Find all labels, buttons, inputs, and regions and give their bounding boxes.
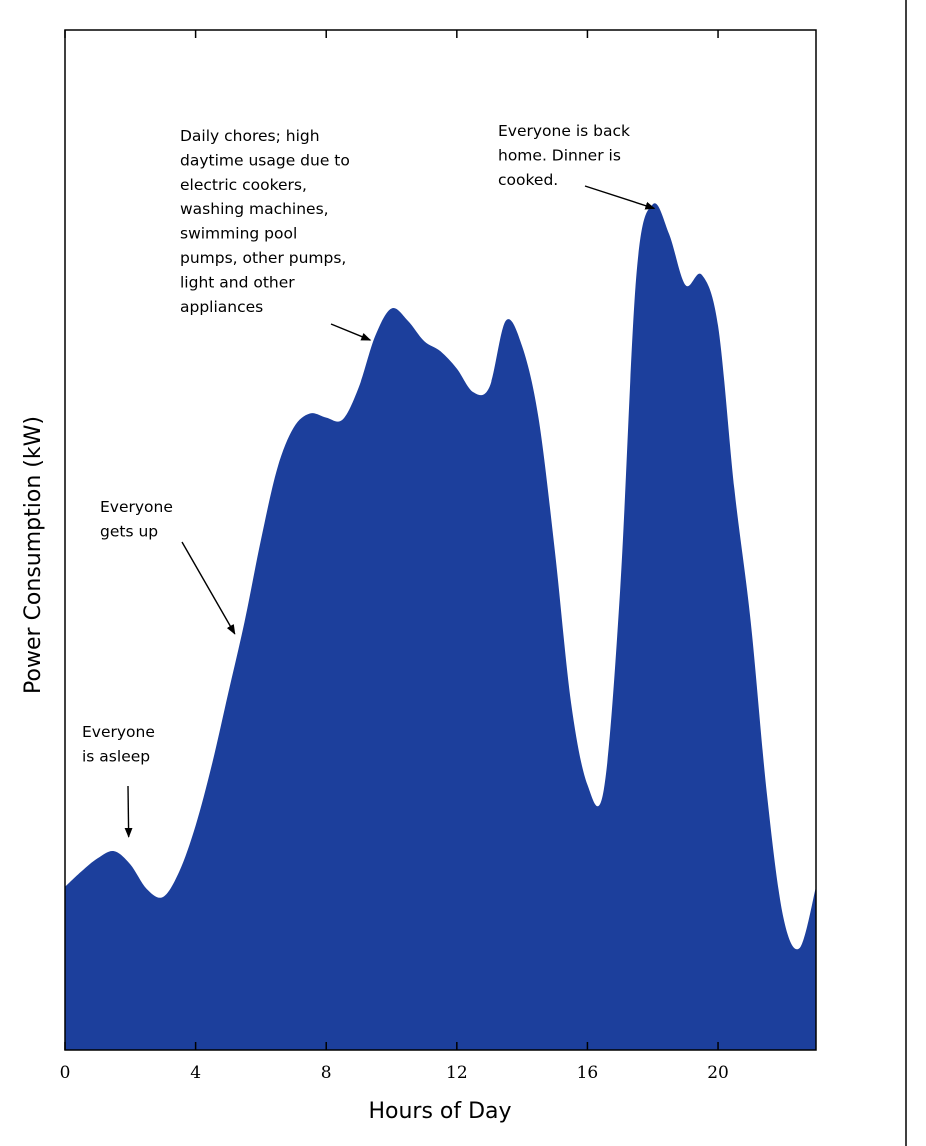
x-tick-label-8: 8 — [321, 1063, 332, 1083]
annotation-dinner-arrow — [584, 185, 656, 210]
annotation-daily-chores-line-2: electric cookers, — [180, 176, 307, 194]
annotation-asleep-line-1: is asleep — [82, 747, 150, 765]
annotation-asleep-arrow — [124, 785, 133, 838]
annotation-daily-chores-line-6: light and other — [180, 273, 295, 291]
annotation-daily-chores-line-3: washing machines, — [180, 200, 329, 218]
x-tick-label-12: 12 — [446, 1063, 468, 1083]
annotation-gets-up-line-0: Everyone — [100, 498, 173, 516]
annotation-daily-chores-line-4: swimming pool — [180, 225, 297, 243]
y-axis-title: Power Consumption (kW) — [21, 416, 46, 694]
annotation-daily-chores-line-0: Daily chores; high — [180, 127, 320, 145]
x-tick-label-20: 20 — [707, 1063, 729, 1083]
annotation-daily-chores-line-1: daytime usage due to — [180, 151, 350, 169]
annotation-daily-chores-line-7: appliances — [180, 298, 263, 316]
annotation-dinner-line-0: Everyone is back — [498, 122, 630, 140]
annotation-daily-chores-line-5: pumps, other pumps, — [180, 249, 346, 267]
x-tick-label-0: 0 — [60, 1063, 71, 1083]
x-tick-label-4: 4 — [190, 1063, 201, 1083]
annotation-dinner-line-2: cooked. — [498, 171, 558, 189]
annotation-gets-up-arrow — [181, 541, 236, 635]
annotation-asleep-line-0: Everyone — [82, 723, 155, 741]
x-axis-title: Hours of Day — [368, 1099, 511, 1124]
annotation-dinner-line-1: home. Dinner is — [498, 146, 621, 164]
annotation-gets-up-line-1: gets up — [100, 522, 158, 540]
plot-frame — [64, 29, 817, 1051]
power-area-series-0 — [65, 203, 816, 1050]
annotation-daily-chores-arrow — [330, 323, 372, 341]
x-tick-label-16: 16 — [577, 1063, 599, 1083]
